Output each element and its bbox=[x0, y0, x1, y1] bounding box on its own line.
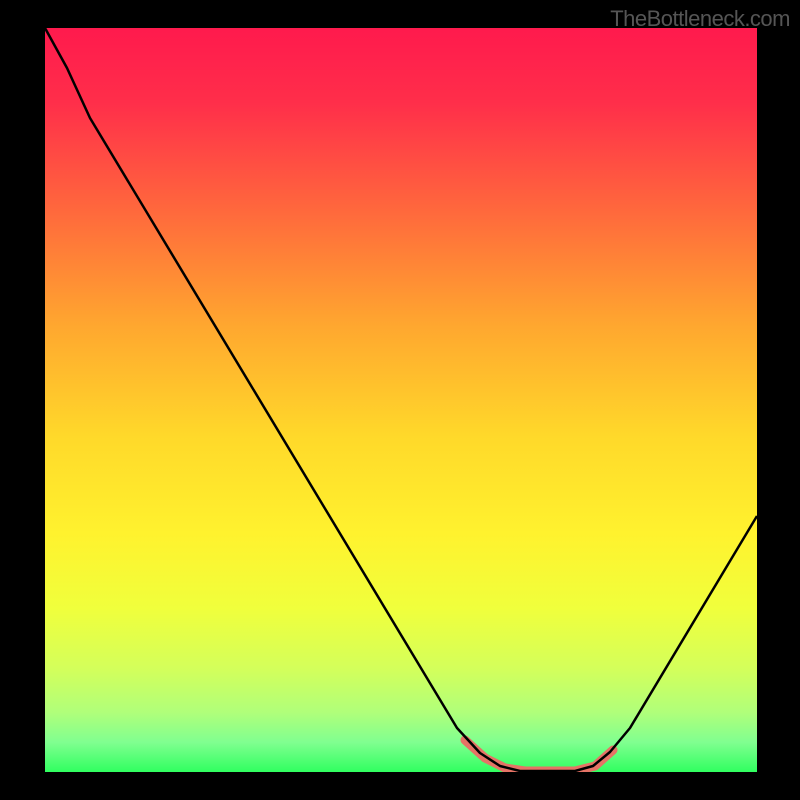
chart-plot-area bbox=[45, 28, 757, 772]
chart-background bbox=[45, 28, 757, 772]
